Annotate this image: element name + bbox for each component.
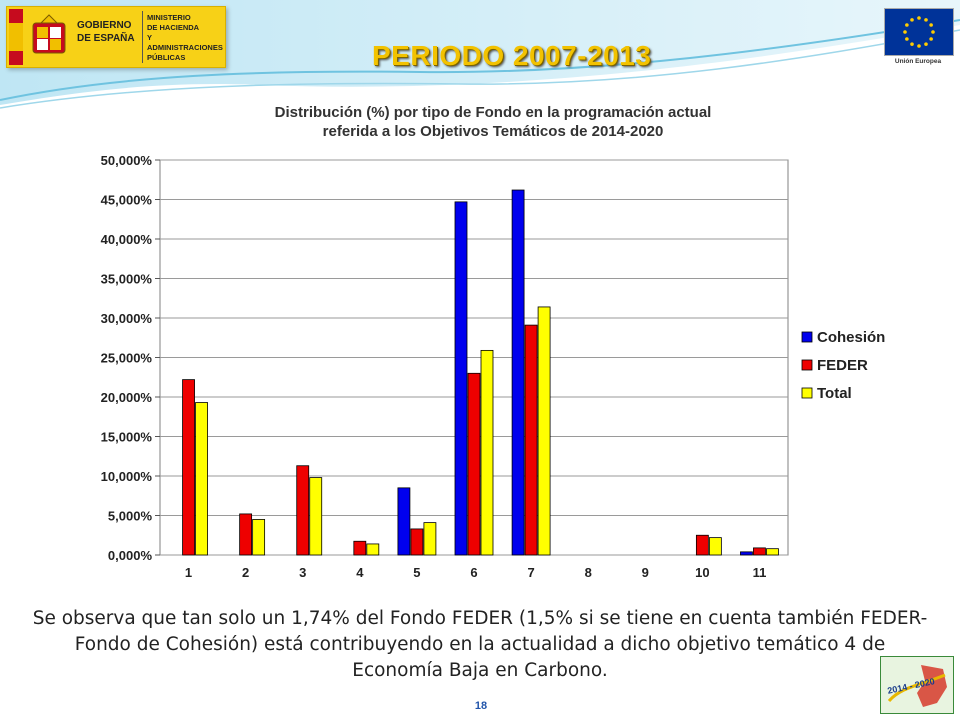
bar-feder xyxy=(182,379,195,556)
spain-flag-icon xyxy=(9,9,23,65)
eu-star-icon xyxy=(917,44,921,48)
eu-star-icon xyxy=(910,42,914,46)
bar-cohesión xyxy=(454,201,468,556)
bar-total xyxy=(480,349,494,556)
bar-feder xyxy=(467,372,481,556)
x-tick-label: 5 xyxy=(413,565,420,580)
government-name: GOBIERNO DE ESPAÑA xyxy=(77,20,135,44)
legend-swatch xyxy=(801,359,813,371)
y-tick-label: 5,000% xyxy=(108,509,153,524)
bar-cohesión xyxy=(740,551,753,556)
x-tick-label: 3 xyxy=(299,565,306,580)
bar-total xyxy=(423,522,437,556)
eu-star-icon xyxy=(905,37,909,41)
eu-star-icon xyxy=(929,23,933,27)
eu-logo: Unión Europea xyxy=(884,8,954,76)
y-tick-label: 20,000% xyxy=(101,390,153,405)
x-tick-label: 9 xyxy=(642,565,649,580)
map-icon xyxy=(887,665,947,707)
eu-caption: Unión Europea xyxy=(894,58,942,65)
y-tick-label: 45,000% xyxy=(101,193,153,208)
eu-star-icon xyxy=(903,30,907,34)
bar-feder xyxy=(753,547,766,556)
coat-of-arms-icon xyxy=(32,14,66,54)
bar-feder xyxy=(296,465,310,556)
chart-title-line-1: Distribución (%) por tipo de Fondo en la… xyxy=(275,104,712,121)
y-tick-label: 0,000% xyxy=(108,548,153,563)
slide-title: PERIODO 2007-2013 xyxy=(372,40,652,71)
bar-feder xyxy=(353,540,367,556)
bar-total xyxy=(195,402,208,556)
bar-total xyxy=(708,537,722,556)
x-tick-label: 2 xyxy=(242,565,249,580)
legend-swatch xyxy=(801,387,813,399)
eu-star-icon xyxy=(924,42,928,46)
page-number: 18 xyxy=(474,700,488,712)
chart-title-line-2: referida a los Objetivos Temáticos de 20… xyxy=(323,123,664,140)
x-tick-label: 11 xyxy=(753,565,767,580)
x-tick-label: 1 xyxy=(185,565,192,580)
legend-label: FEDER xyxy=(817,357,868,374)
y-tick-label: 35,000% xyxy=(101,272,153,287)
eu-flag-icon xyxy=(884,8,954,56)
eu-star-icon xyxy=(924,18,928,22)
legend-label: Cohesión xyxy=(817,329,885,346)
programming-period-logo: 2014 - 2020 xyxy=(880,656,954,714)
bar-total xyxy=(766,548,779,556)
y-tick-label: 50,000% xyxy=(101,153,153,168)
x-tick-label: 6 xyxy=(470,565,477,580)
x-tick-label: 10 xyxy=(695,565,709,580)
bar-feder xyxy=(524,324,538,556)
eu-star-icon xyxy=(905,23,909,27)
bar-cohesión xyxy=(511,189,525,556)
bar-total xyxy=(537,306,551,556)
bar-cohesión xyxy=(397,487,411,556)
logo-divider xyxy=(142,11,143,63)
bar-feder xyxy=(410,528,424,556)
bar-chart: Distribución (%) por tipo de Fondo en la… xyxy=(101,104,886,580)
bar-feder xyxy=(239,513,253,556)
bar-total xyxy=(309,477,323,556)
eu-star-icon xyxy=(917,16,921,20)
eu-star-icon xyxy=(910,18,914,22)
y-tick-label: 15,000% xyxy=(101,430,153,445)
eu-star-icon xyxy=(931,30,935,34)
chart-caption: Se observa que tan solo un 1,74% del Fon… xyxy=(32,608,928,681)
legend-label: Total xyxy=(817,385,852,402)
y-tick-label: 25,000% xyxy=(101,351,153,366)
x-tick-label: 7 xyxy=(527,565,534,580)
y-tick-label: 40,000% xyxy=(101,232,153,247)
eu-star-icon xyxy=(929,37,933,41)
ministry-name: MINISTERIO DE HACIENDA Y ADMINISTRACIONE… xyxy=(147,13,223,62)
government-logo: GOBIERNO DE ESPAÑA MINISTERIO DE HACIEND… xyxy=(6,6,226,68)
x-tick-label: 4 xyxy=(356,565,364,580)
bar-feder xyxy=(695,534,709,556)
legend-swatch xyxy=(801,331,813,343)
y-tick-label: 10,000% xyxy=(101,469,153,484)
x-tick-label: 8 xyxy=(585,565,592,580)
header-wave-decoration xyxy=(0,0,960,109)
y-tick-label: 30,000% xyxy=(101,311,153,326)
bar-total xyxy=(252,519,266,556)
bar-total xyxy=(366,543,380,556)
